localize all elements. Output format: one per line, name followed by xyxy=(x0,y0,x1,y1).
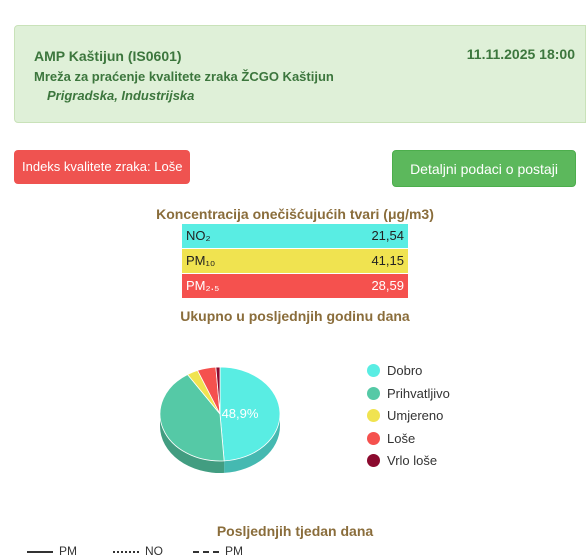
concentration-row-pm25: PM₂.₅ 28,59 xyxy=(182,274,408,298)
pollutant-label: PM₁₀ xyxy=(186,253,216,268)
station-area: Prigradska, Industrijska xyxy=(47,88,195,103)
pollutant-label: PM₂.₅ xyxy=(186,278,220,293)
line-legend-item[interactable]: NO xyxy=(113,544,163,558)
legend-dot xyxy=(367,409,380,422)
year-pie-chart[interactable]: 48,9% xyxy=(150,362,290,477)
legend-dot xyxy=(367,454,380,467)
pollutant-value: 28,59 xyxy=(371,278,404,293)
legend-item-vrlo-lose[interactable]: Vrlo loše xyxy=(367,450,450,473)
station-details-button[interactable]: Detaljni podaci o postaji xyxy=(392,150,576,187)
station-header-card: AMP Kaštijun (IS0601) Mreža za praćenje … xyxy=(14,25,586,123)
concentration-table: NO₂ 21,54 PM₁₀ 41,15 PM₂.₅ 28,59 xyxy=(182,224,408,299)
legend-dot xyxy=(367,386,380,400)
pie-slice-dobro[interactable] xyxy=(219,366,281,462)
pollutant-value: 21,54 xyxy=(371,228,404,243)
pie-slice-vrlo-lose[interactable] xyxy=(215,366,221,415)
week-chart-title: Posljednjih tjedan dana xyxy=(216,523,374,539)
concentration-row-pm10: PM₁₀ 41,15 xyxy=(182,249,408,273)
legend-item-lose[interactable]: Loše xyxy=(367,428,450,451)
concentration-row-no2: NO₂ 21,54 xyxy=(182,224,408,248)
measurement-date: 11.11.2025 18:00 xyxy=(466,46,575,62)
legend-item-prihvatljivo[interactable]: Prihvatljivo xyxy=(367,383,450,406)
pie-top xyxy=(159,366,281,462)
pollutant-label: NO₂ xyxy=(186,228,211,243)
legend-dot xyxy=(367,431,380,445)
aqi-status-badge: Indeks kvalitete zraka: Loše xyxy=(14,150,191,184)
station-code: (IS0601) xyxy=(127,48,182,64)
pie-slice-prihvatljivo[interactable] xyxy=(159,373,225,462)
legend-item-dobro[interactable]: Dobro xyxy=(367,360,450,383)
pie-slice-side xyxy=(224,414,280,473)
year-chart-title: Ukupno u posljednjih godinu dana xyxy=(180,308,410,324)
line-legend-item[interactable]: PM xyxy=(27,544,77,558)
legend-dot xyxy=(367,364,380,377)
legend-item-umjereno[interactable]: Umjereno xyxy=(367,405,450,428)
line-legend-item[interactable]: PM xyxy=(193,544,243,558)
year-chart-legend: Dobro Prihvatljivo Umjereno Loše Vrlo lo… xyxy=(367,360,450,473)
pollutant-value: 41,15 xyxy=(371,253,404,268)
station-name: AMP Kaštijun (IS0601) xyxy=(34,48,182,64)
concentration-title: Koncentracija onečišćujućih tvari (μg/m3… xyxy=(156,206,434,222)
station-network: Mreža za praćenje kvalitete zraka ŽCGO K… xyxy=(34,69,334,84)
pie-center-label: 48,9% xyxy=(222,406,259,421)
